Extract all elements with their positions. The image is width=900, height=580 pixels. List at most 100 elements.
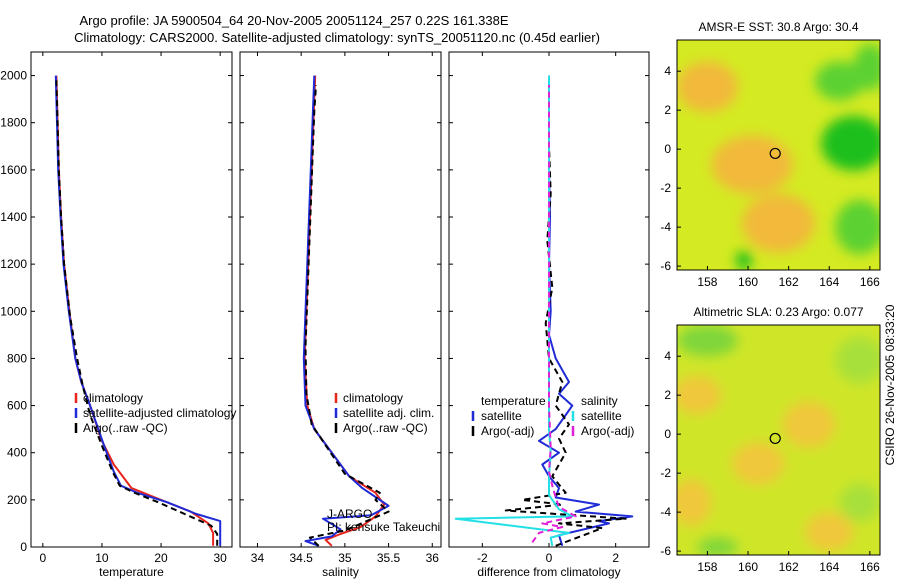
sst-blob-7 [735, 250, 753, 270]
difference-legend-label-1: satellite [481, 409, 522, 423]
sst-ytick-label-1: -4 [660, 220, 671, 234]
sla-blob-7 [839, 482, 880, 522]
panel-temperature: 0 200 400 600 800 1000 1200 1400 1600 1800 2000 0 10… [0, 51, 236, 579]
salinity-xlabel: salinity [322, 565, 359, 579]
temperature-legend-label-1: satellite-adjusted climatology [83, 406, 236, 420]
temperature-ytick-label-6: 1200 [0, 257, 27, 271]
difference-legend-label-2: Argo(-adj) [481, 424, 534, 438]
sla-blob-5 [677, 478, 712, 526]
sla-field [677, 325, 880, 555]
difference-xlabel: difference from climatology [477, 565, 620, 579]
sla-xtick-label-1: 160 [738, 560, 758, 574]
sla-blob-2 [677, 375, 722, 415]
title-line-2: Climatology: CARS2000. Satellite-adjuste… [74, 30, 600, 45]
sst-xtick-label-1: 160 [738, 275, 758, 289]
sla-ytick-label-0: -6 [660, 544, 671, 558]
sla-title: Altimetric SLA: 0.23 Argo: 0.077 [693, 305, 863, 319]
temperature-xtick-label-2: 20 [154, 551, 168, 565]
sla-blob-0 [677, 325, 738, 357]
temperature-ytick-label-8: 1600 [0, 163, 27, 177]
temperature-ytick-label-4: 800 [7, 351, 27, 365]
panel-sla: 158 160 162 164 166 -6 -4 -2 0 2 4 Altimetric SLA: … [660, 305, 881, 574]
sst-ytick-label-0: -6 [660, 259, 671, 273]
temperature-ytick-label-9: 1800 [0, 116, 27, 130]
sst-ytick-label-4: 2 [664, 103, 671, 117]
sla-argo-marker [769, 432, 781, 445]
salinity-annotation-1: PI: kensuke Takeuchi [327, 520, 440, 534]
temperature-xtick-label-1: 10 [95, 551, 109, 565]
sst-blob-0 [821, 116, 880, 171]
sst-argo-marker [769, 147, 781, 160]
sst-blob-2 [853, 43, 880, 91]
temperature-xtick-label-0: 0 [39, 551, 46, 565]
salinity-legend-label-0: climatology [343, 391, 403, 405]
salinity-xtick-label-1: 34.5 [289, 551, 313, 565]
salinity-legend-label-2: Argo(..raw -QC) [343, 421, 428, 435]
sst-ytick-label-2: -2 [660, 181, 671, 195]
salinity-legend-label-1: satellite adj. clim. [343, 406, 434, 420]
difference-legend-label-3: salinity [581, 394, 618, 408]
difference-legend-label-0: temperature [481, 394, 546, 408]
temperature-legend-label-2: Argo(..raw -QC) [83, 421, 168, 435]
temperature-legend-label-0: climatology [83, 391, 143, 405]
salinity-xtick-label-0: 34 [251, 551, 265, 565]
title-line-1: Argo profile: JA 5900504_64 20-Nov-2005 … [79, 13, 508, 28]
sla-ytick-label-5: 4 [664, 349, 671, 363]
salinity-frame [239, 51, 442, 548]
difference-series-3 [531, 85, 577, 543]
temperature-xlabel: temperature [99, 565, 164, 579]
sst-xtick-label-4: 166 [860, 275, 880, 289]
difference-legend-label-4: satellite [581, 409, 622, 423]
temperature-series-2 [55, 80, 219, 546]
salinity-series [302, 75, 390, 547]
sst-xtick-label-3: 164 [819, 275, 839, 289]
sst-blob-6 [835, 199, 880, 255]
temperature-ytick-label-7: 1400 [0, 210, 27, 224]
difference-xtick-label-1: 0 [546, 551, 553, 565]
sla-xtick-label-2: 162 [779, 560, 799, 574]
salinity-annotation-0: J-ARGO [327, 507, 372, 521]
temperature-ytick-label-1: 200 [7, 493, 27, 507]
sst-frame [676, 39, 881, 271]
sla-blob-3 [731, 441, 785, 485]
temperature-ytick-label-5: 1000 [0, 304, 27, 318]
temperature-frame [30, 51, 233, 548]
sst-field [677, 40, 880, 270]
difference-series [454, 75, 634, 547]
sst-blob-4 [677, 61, 738, 113]
sst-ytick-label-5: 4 [664, 64, 671, 78]
sla-blob-1 [835, 336, 880, 384]
temperature-xtick-label-3: 30 [213, 551, 227, 565]
sla-frame [676, 324, 881, 556]
sst-xtick-label-0: 158 [697, 275, 717, 289]
sst-ytick-label-3: 0 [664, 142, 671, 156]
sst-title: AMSR-E SST: 30.8 Argo: 30.4 [698, 20, 858, 34]
sst-blob-3 [711, 135, 793, 194]
temperature-series [54, 75, 222, 546]
sla-ytick-label-3: 0 [664, 427, 671, 441]
temperature-ytick-label-10: 2000 [0, 69, 27, 83]
salinity-xtick-label-4: 36 [426, 551, 440, 565]
difference-xtick-label-2: 2 [612, 551, 619, 565]
temperature-ytick-label-2: 400 [7, 446, 27, 460]
sst-xtick-label-2: 162 [779, 275, 799, 289]
sst-blob-1 [815, 61, 864, 101]
sla-xtick-label-4: 166 [860, 560, 880, 574]
panel-sst: 158 160 162 164 166 -6 -4 -2 0 2 4 AMSR-E SST: 30.8… [660, 20, 881, 289]
sla-xtick-label-0: 158 [697, 560, 717, 574]
sla-ytick-label-4: 2 [664, 388, 671, 402]
salinity-series-1 [302, 75, 390, 547]
side-stamp: CSIRO 26-Nov-2005 08:33:20 [883, 304, 897, 465]
sla-blob-6 [804, 512, 854, 552]
sla-ytick-label-2: -2 [660, 466, 671, 480]
sla-blob-8 [697, 537, 738, 555]
temperature-ytick-label-0: 0 [20, 540, 27, 554]
sla-blob-4 [782, 401, 836, 448]
sst-blob-5 [741, 193, 816, 253]
difference-legend-label-5: Argo(-adj) [581, 424, 634, 438]
difference-xtick-label-0: -2 [477, 551, 488, 565]
salinity-xtick-label-2: 35 [338, 551, 352, 565]
